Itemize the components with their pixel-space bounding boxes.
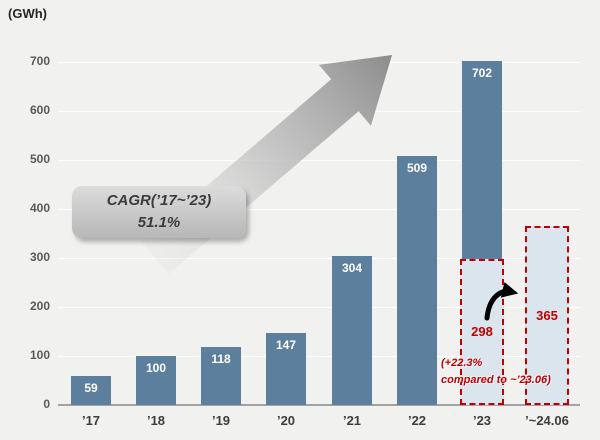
bar-value-label: 702 (471, 66, 493, 80)
bar-value-label: 100 (145, 361, 167, 375)
bar-value-label: 147 (275, 338, 297, 352)
x-axis-tick-label: ’~24.06 (525, 413, 569, 428)
x-axis-tick-label: ’19 (211, 413, 231, 428)
x-axis-tick-label: ’18 (146, 413, 166, 428)
gridline (58, 356, 580, 357)
comparison-note: (+22.3% compared to ~’23.06) (441, 355, 551, 389)
x-axis-tick-label: ’22 (407, 413, 427, 428)
bar-value-label: 59 (84, 381, 98, 395)
cagr-value: 51.1% (137, 214, 181, 231)
bar: 59 (71, 376, 111, 405)
y-axis-tick-label: 100 (29, 348, 50, 362)
bar-value-label: 304 (341, 261, 363, 275)
comparison-note-line1: (+22.3% (441, 357, 483, 369)
bar-value-label: 118 (211, 352, 231, 366)
x-axis-tick-label: ’17 (81, 413, 101, 428)
y-axis-tick-label: 600 (29, 103, 50, 117)
comparison-note-line2: compared to ~’23.06) (441, 374, 551, 387)
y-axis-tick-label: 500 (29, 152, 50, 166)
y-axis-tick-label: 0 (43, 397, 50, 411)
bar-value-label: 509 (406, 161, 428, 175)
bar: 118 (201, 347, 241, 405)
bar: 304 (332, 256, 372, 405)
cagr-label: CAGR(’17~’23) (106, 192, 212, 210)
y-axis-tick-label: 200 (29, 299, 50, 313)
highlight-overlay: 298 (460, 259, 504, 405)
bar-value-label: 298 (471, 324, 493, 339)
bar: 100 (136, 356, 176, 405)
x-axis-tick-label: ’21 (342, 413, 362, 428)
y-axis-unit-label: (GWh) (8, 6, 47, 21)
y-axis-tick-label: 400 (29, 201, 50, 215)
y-axis-tick-label: 300 (29, 250, 50, 264)
x-axis-tick-label: ’20 (276, 413, 296, 428)
cagr-callout: CAGR(’17~’23) 51.1% (72, 186, 246, 238)
bar: 147 (266, 333, 306, 405)
bar-value-label: 365 (536, 307, 558, 323)
y-axis-tick-label: 700 (29, 54, 50, 68)
x-axis-line (58, 404, 580, 406)
gridline (58, 307, 580, 308)
x-axis-tick-label: ’23 (472, 413, 492, 428)
bar: 509 (397, 156, 437, 405)
bar: 365 (525, 226, 569, 405)
